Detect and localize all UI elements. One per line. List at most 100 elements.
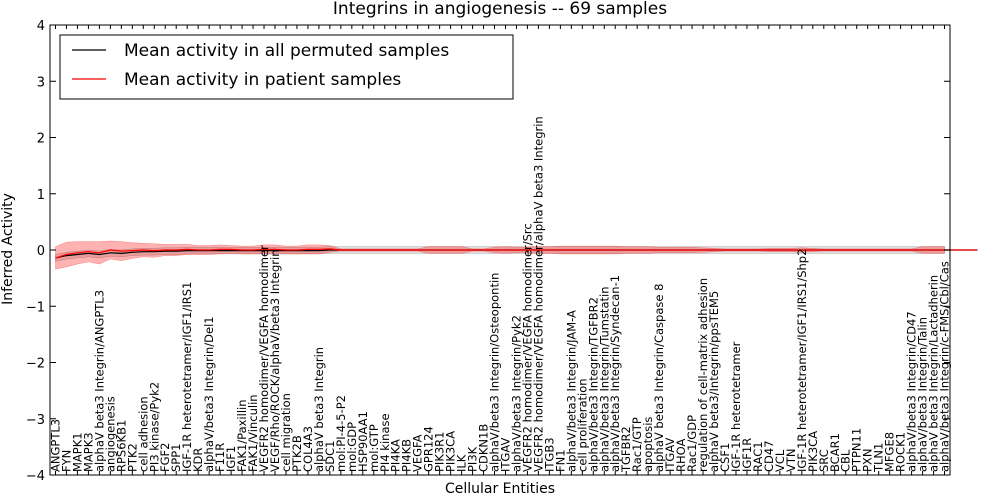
x-tick-label: alphaV/beta3 Integrin/JAM-A: [564, 310, 578, 472]
x-tick-label: alphaV/beta3 Integrin/Del1: [202, 316, 216, 472]
y-tick-label: 2: [37, 132, 45, 147]
x-tick-label: ANGPTL3: [49, 419, 63, 472]
x-tick-label: alphaV beta3/Integrin/ppsTEM5: [707, 291, 721, 472]
x-tick-label: IGF1R: [740, 438, 754, 472]
x-tick-label: Rac1/GTP: [630, 417, 644, 472]
x-tick-label: FN1: [553, 449, 567, 472]
x-tick-label: IGF-1R heterotetramer/IGF1/IRS1/Shp2: [795, 249, 809, 472]
x-tick-label: mol:GTP: [367, 424, 381, 472]
x-tick-label: RHOA: [674, 439, 688, 472]
x-tick-label: PI3 kinase/Pyk2: [147, 382, 161, 472]
x-tick-label: PIK3R1: [433, 432, 447, 473]
x-tick-label: angiogenesis: [103, 396, 117, 472]
x-tick-label: alphaV/beta3 Integrin/CD47: [905, 311, 919, 472]
x-tick-label: alphaV/beta3 Integrin/Pyk2: [510, 315, 524, 472]
x-tick-label: FYN: [60, 450, 74, 472]
x-tick-label: Rac1/GDP: [685, 415, 699, 472]
x-tick-label: IGF1: [224, 446, 238, 472]
x-tick-label: alphaV/beta3 Integrin/Syndecan-1: [608, 275, 622, 472]
x-tick-label: cell migration: [279, 393, 293, 472]
x-tick-label: KDR: [191, 448, 205, 472]
x-tick-label: PIK3CA: [806, 431, 820, 472]
x-tick-label: alphaV/beta3 Integrin/Tumstatin: [597, 287, 611, 472]
x-tick-label: regulation of cell-matrix adhesion: [696, 278, 710, 472]
x-tick-label: PI3K: [466, 446, 480, 472]
x-tick-label: alphaV beta3 Integrin/Lactadherin: [927, 275, 941, 472]
x-tick-label: cell adhesion: [136, 396, 150, 472]
x-tick-label: CBL: [839, 449, 853, 472]
x-tick-label: IGF-1R heterotetramer/IGF1/IRS1: [180, 282, 194, 472]
x-tick-label: VEGFR2 homodimer/VEGFA homodimer/alphaV …: [531, 116, 545, 472]
series-lines-group: [55, 248, 978, 259]
x-tick-label: ITGAV: [499, 438, 513, 472]
x-tick-label: alphaV/beta3 Integrin/Osteopontin: [488, 273, 502, 472]
x-tick-label: COL4A3: [301, 426, 315, 472]
y-tick-label: −2: [26, 357, 45, 372]
patient-mean-line: [55, 248, 978, 259]
y-axis-label: Inferred Activity: [0, 193, 16, 305]
x-tick-label: ILK: [455, 454, 469, 472]
y-tick-label: 4: [37, 19, 45, 34]
x-tick-label: BCAR1: [828, 433, 842, 472]
y-tick-label: 1: [37, 188, 45, 203]
x-tick-label: alphaV beta3 Integrin/Caspase 8: [652, 284, 666, 472]
x-tick-label: FGF2: [158, 443, 172, 472]
x-tick-label: PTPN11: [850, 428, 864, 472]
x-tick-label: VTN: [784, 449, 798, 473]
x-tick-label: CD47: [762, 440, 776, 472]
legend: Mean activity in all permuted samples Me…: [59, 34, 514, 100]
x-tick-label: cell proliferation: [575, 378, 589, 472]
y-tick-label: 0: [37, 244, 45, 259]
chart-title: Integrins in angiogenesis -- 69 samples: [333, 0, 667, 19]
x-tick-label: PTK2: [125, 443, 139, 472]
x-tick-label: CSF1: [718, 443, 732, 472]
x-tick-label: PI4KA: [389, 439, 403, 472]
y-axis-ticks: 4 3 2 1 0 −1 −2 −3 −4: [26, 19, 950, 484]
y-tick-label: −4: [26, 469, 45, 484]
x-tick-label: MAPK3: [81, 432, 95, 472]
x-tick-label: MAPK1: [70, 432, 84, 472]
legend-label-permuted: Mean activity in all permuted samples: [124, 41, 449, 61]
x-tick-label: alphaV/beta3 Integrin/TGFBR2: [586, 297, 600, 472]
patient-band: [55, 240, 945, 270]
x-tick-label: TLN1: [872, 443, 886, 473]
x-tick-label: SDC1: [323, 440, 337, 472]
x-tick-label: ITGB3: [542, 437, 556, 472]
x-tick-label: alphaV beta3 Integrin: [312, 347, 326, 472]
x-tick-label: FAK1/Vinculin: [246, 394, 260, 472]
x-tick-label: VCL: [773, 449, 787, 472]
x-tick-label: alphaV/beta3 Integrin/c-FMS/Cbl/Cas: [938, 261, 952, 472]
x-tick-label: alphaV beta3 Integrin/ANGPTL3: [92, 290, 106, 472]
y-tick-label: 3: [37, 75, 45, 90]
x-tick-label: VEGFR2 homodimer/VEGFA homodimer: [257, 245, 271, 472]
x-tick-label: PXN: [861, 449, 875, 472]
x-axis-label: Cellular Entities: [445, 481, 555, 497]
x-tick-label: apoptosis: [641, 417, 655, 472]
legend-label-patient: Mean activity in patient samples: [124, 70, 401, 90]
x-tick-label: alphaV/beta3 Integrin/Talin: [916, 317, 930, 472]
x-tick-label: SPP1: [169, 444, 183, 473]
x-tick-label: MFGE8: [883, 432, 897, 472]
x-tick-label: TGFBR2: [619, 426, 633, 473]
y-tick-label: −3: [26, 413, 45, 428]
x-tick-label: PI4 kinase: [378, 413, 392, 472]
x-tick-label: ITGAV: [663, 438, 677, 472]
x-tick-label: F11R: [213, 443, 227, 472]
x-tick-label: GPR124: [422, 426, 436, 472]
x-tick-label: HSP90AA1: [356, 411, 370, 472]
x-tick-label: PI4KB: [400, 439, 414, 472]
y-tick-label: −1: [26, 300, 45, 315]
x-tick-label: ROCK1: [894, 432, 908, 472]
x-tick-label: PTK2B: [290, 435, 304, 472]
x-tick-label: RAC1: [751, 441, 765, 472]
x-tick-label: IGF-1R heterotetramer: [729, 341, 743, 472]
x-tick-label: mol:PI-4-5-P2: [334, 395, 348, 472]
x-tick-label: RPS6KB1: [114, 420, 128, 472]
x-tick-label: VEGF/Rho/ROCK/alphaV/beta3 Integrin: [268, 249, 282, 472]
x-tick-label: SRC: [817, 449, 831, 472]
legend-box: [59, 34, 514, 100]
x-tick-label: PIK3CA: [444, 431, 458, 472]
x-tick-label: FAK1/Paxillin: [235, 400, 249, 473]
